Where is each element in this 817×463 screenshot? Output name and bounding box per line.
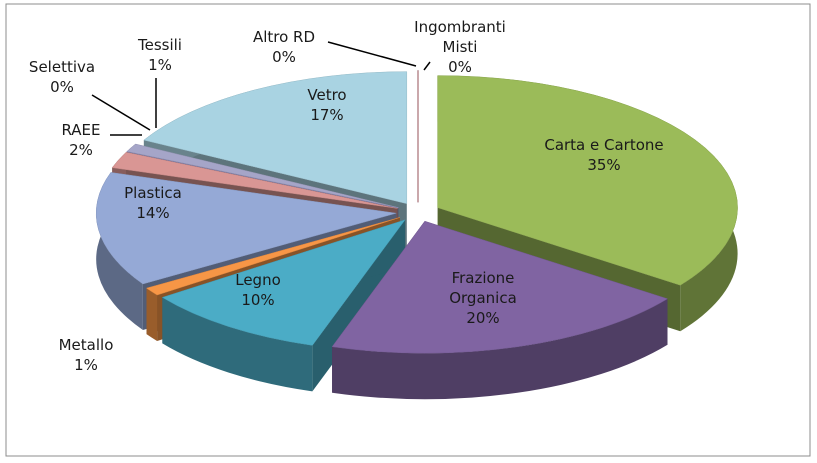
slice-side xyxy=(146,288,158,342)
data-label: Legno 10% xyxy=(218,270,298,310)
value-label: 1% xyxy=(74,356,98,374)
value-label: 0% xyxy=(448,58,472,76)
leader-line xyxy=(327,41,417,67)
slice xyxy=(95,172,397,285)
data-label: Ingombranti Misti 0% xyxy=(405,17,515,77)
slice-side xyxy=(332,298,668,400)
data-label: Carta e Cartone 35% xyxy=(529,135,679,175)
category-label: Frazione Organica xyxy=(449,269,517,307)
data-label: RAEE 2% xyxy=(51,120,111,160)
category-label: Legno xyxy=(235,271,281,289)
value-label: 0% xyxy=(50,78,74,96)
value-label: 0% xyxy=(272,48,296,66)
slice xyxy=(126,143,399,208)
slice xyxy=(161,219,406,346)
value-label: 17% xyxy=(310,106,344,124)
slice xyxy=(437,75,738,286)
value-label: 10% xyxy=(241,291,275,309)
category-label: RAEE xyxy=(61,121,101,139)
category-label: Ingombranti Misti xyxy=(414,18,506,56)
category-label: Plastica xyxy=(124,184,182,202)
leader-line xyxy=(91,94,151,131)
value-label: 20% xyxy=(466,309,500,327)
category-label: Carta e Cartone xyxy=(544,136,664,154)
slice-side xyxy=(162,297,313,392)
slice xyxy=(143,71,408,204)
data-label: Altro RD 0% xyxy=(239,27,329,67)
data-label: Metallo 1% xyxy=(46,335,126,375)
data-label: Selettiva 0% xyxy=(22,57,102,97)
value-label: 2% xyxy=(69,141,93,159)
category-label: Vetro xyxy=(307,86,347,104)
value-label: 1% xyxy=(148,56,172,74)
category-label: Altro RD xyxy=(252,28,316,46)
slice xyxy=(111,151,398,209)
value-label: 14% xyxy=(136,204,170,222)
category-label: Tessili xyxy=(138,36,182,54)
category-label: Selettiva xyxy=(28,58,96,76)
data-label: Vetro 17% xyxy=(287,85,367,125)
leader-line xyxy=(423,61,431,71)
slice xyxy=(145,217,400,296)
data-label: Plastica 14% xyxy=(113,183,193,223)
data-label: Tessili 1% xyxy=(130,35,190,75)
value-label: 35% xyxy=(587,156,621,174)
slice xyxy=(331,220,669,354)
slice xyxy=(126,151,399,209)
data-label: Frazione Organica 20% xyxy=(433,268,533,328)
category-label: Metallo xyxy=(58,336,114,354)
